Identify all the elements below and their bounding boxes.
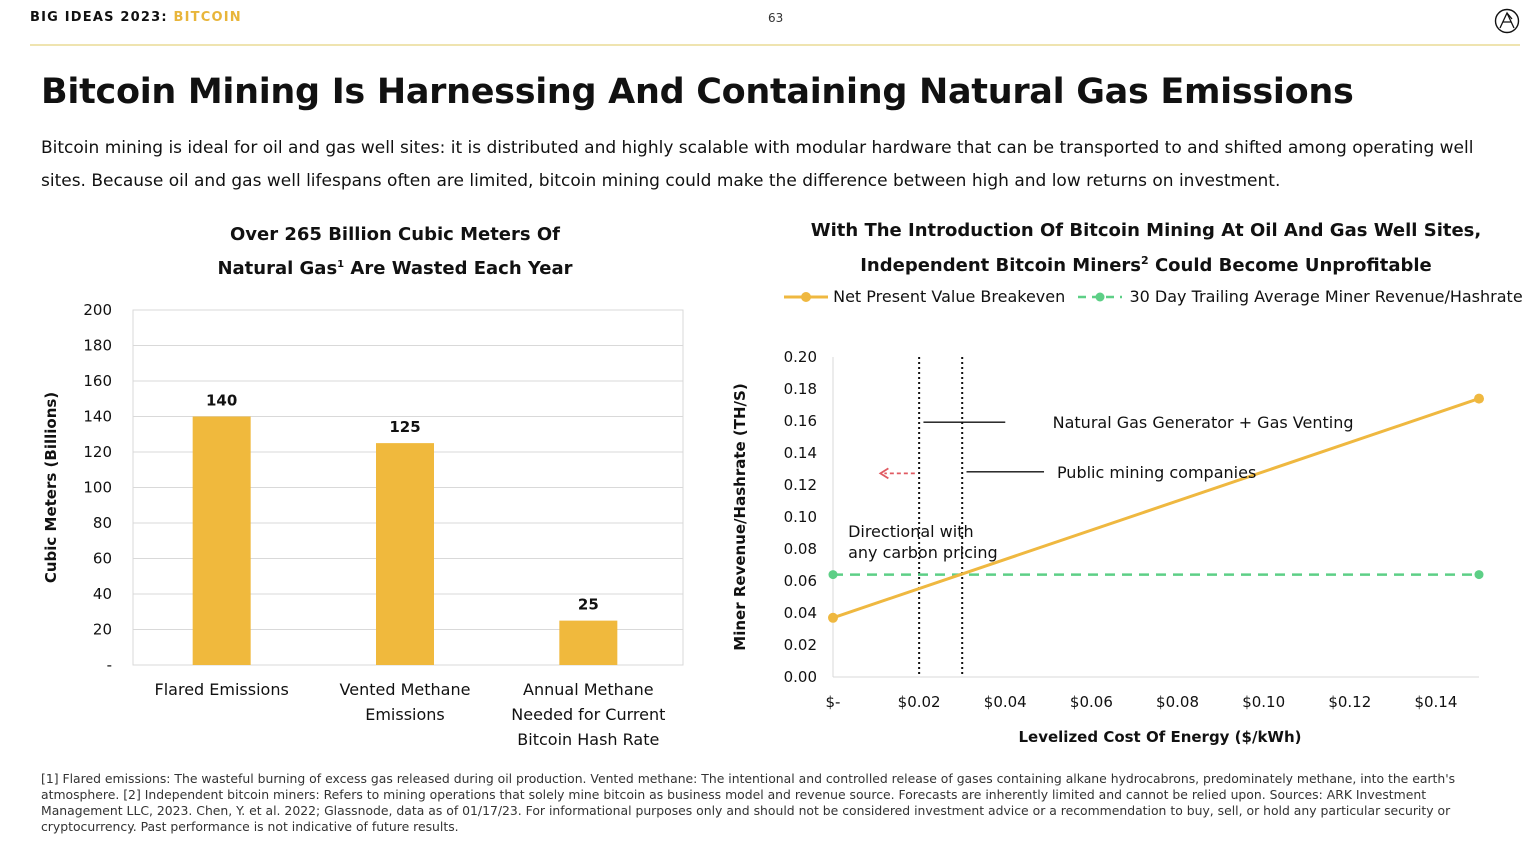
bar-chart: - 20 40 60 80 100 120 140 160 180 200 Cubic Meters … [42,301,684,749]
y-tick-label: 60 [93,550,112,568]
y-tick-label: 160 [83,372,112,390]
y-tick-label: 80 [93,514,112,532]
y-tick-label: 20 [93,621,112,639]
y-tick-label: 120 [83,443,112,461]
chart-legend: Net Present Value Breakeven 30 Day Trail… [784,286,1523,306]
series-line-npv-breakeven [832,397,1480,620]
y-tick-label: 0.14 [784,444,817,462]
y-axis-label: Cubic Meters (Billions) [42,392,60,583]
bar [559,620,618,665]
line-chart: 0.00 0.02 0.04 0.06 0.08 0.10 0.12 0.14 0.16 0.18… [731,348,1484,746]
y-tick-label: 0.10 [784,508,817,526]
x-tick-label: $0.10 [1242,693,1285,711]
y-tick-label: 0.06 [784,572,817,590]
legend-series1-label: Net Present Value Breakeven [833,287,1066,306]
x-tick-label: $0.06 [1070,693,1113,711]
bar-value-label: 125 [389,418,420,436]
y-tick-label: 180 [83,337,112,355]
right-chart-title-line2: Independent Bitcoin Miners2 Could Become… [860,254,1432,276]
right-chart-title: With The Introduction Of Bitcoin Mining … [780,216,1512,281]
y-tick-label: 0.00 [784,668,817,686]
brand-label: BIG IDEAS 2023: BITCOIN [30,10,242,25]
series-point-npv-breakeven [1474,393,1484,404]
x-category-label: Bitcoin Hash Rate [517,730,659,749]
series-point-revenue-hashrate [828,570,838,580]
page-number: 63 [768,11,784,25]
x-category-label: Emissions [365,705,445,724]
intro-paragraph: Bitcoin mining is ideal for oil and gas … [41,138,1474,191]
legend-series2-label: 30 Day Trailing Average Miner Revenue/Ha… [1129,287,1523,306]
x-tick-label: $- [826,693,841,711]
y-tick-label: 200 [83,301,112,319]
y-tick-label: 0.08 [784,540,817,558]
y-tick-label: 0.20 [784,348,817,366]
annotation-label: any carbon pricing [848,543,998,562]
x-tick-label: $0.12 [1328,693,1371,711]
y-tick-label: - [107,656,112,674]
page-header: BIG IDEAS 2023: BITCOIN 63 [30,8,1520,46]
x-category-label: Flared Emissions [155,680,289,699]
page-title: Bitcoin Mining Is Harnessing And Contain… [41,72,1354,112]
x-category-label: Annual Methane [523,680,654,699]
x-axis-label: Levelized Cost Of Energy ($/kWh) [1018,728,1301,746]
y-tick-label: 0.02 [784,636,817,654]
y-tick-label: 0.04 [784,604,817,622]
bar [376,443,434,665]
legend-solid-line-icon [784,291,828,302]
bar-value-label: 140 [206,392,237,410]
annotation-label: Natural Gas Generator + Gas Venting [1053,413,1354,432]
y-tick-label: 100 [83,479,112,497]
y-axis-label: Miner Revenue/Hashrate (TH/S) [731,383,749,650]
y-tick-label: 140 [83,408,112,426]
bar [192,416,251,665]
x-tick-label: $0.02 [898,693,941,711]
bar-value-label: 25 [578,596,599,614]
x-tick-label: $0.08 [1156,693,1199,711]
y-tick-label: 0.12 [784,476,817,494]
y-tick-label: 0.18 [784,380,817,398]
right-chart-title-line1: With The Introduction Of Bitcoin Mining … [810,220,1482,241]
annotation-label: Directional with [848,522,974,541]
y-tick-label: 40 [93,585,112,603]
x-tick-label: $0.14 [1414,693,1457,711]
x-category-label: Needed for Current [511,705,665,724]
x-category-label: Vented Methane [340,680,471,699]
annotation-label: Public mining companies [1057,463,1256,482]
left-chart-title: Over 265 Billion Cubic Meters Of Natural… [140,220,650,284]
series-point-revenue-hashrate [1474,570,1484,580]
left-chart-title-line2: Natural Gas1 Are Wasted Each Year [217,258,573,279]
left-chart-title-line1: Over 265 Billion Cubic Meters Of [229,224,560,245]
x-tick-label: $0.04 [984,693,1027,711]
series-point-npv-breakeven [828,612,838,623]
footnote: [1] Flared emissions: The wasteful burni… [41,771,1456,834]
y-tick-label: 0.16 [784,412,817,430]
ark-logo-icon [1494,8,1520,34]
brand-topic: BITCOIN [173,10,242,25]
arrow-left-icon [878,467,889,480]
legend-dashed-line-icon [1078,292,1123,301]
